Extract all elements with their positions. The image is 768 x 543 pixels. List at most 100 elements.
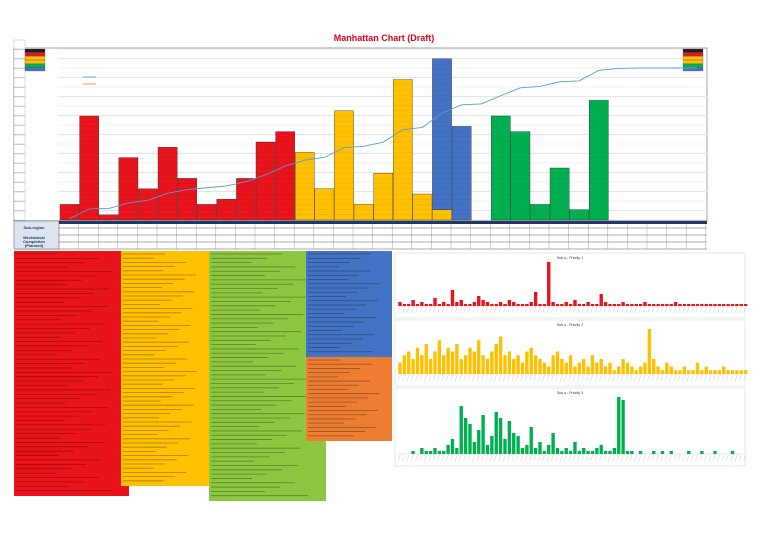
priority-tick (625, 454, 628, 462)
priority-bar (652, 451, 656, 454)
priority-tick (551, 306, 554, 314)
priority-tick (424, 306, 427, 314)
priority-tick (656, 306, 659, 314)
priority-tick (699, 454, 703, 462)
axis-cell (13, 77, 26, 88)
axis-cell (13, 182, 26, 192)
priority-bar (630, 304, 634, 306)
priority-bar (568, 451, 573, 454)
priority-tick (551, 454, 554, 462)
priority-tick (463, 374, 466, 382)
priority-bar (485, 445, 490, 454)
priority-tick (704, 306, 707, 314)
priority-bar (660, 451, 665, 454)
priority-tick (586, 306, 589, 314)
priority-tick (590, 374, 593, 382)
priority-tick (643, 454, 646, 462)
priority-tick (450, 454, 453, 462)
priority-bar (424, 451, 428, 454)
priority-bar (647, 329, 652, 374)
priority-tick (441, 306, 445, 314)
priority-bar (494, 412, 498, 454)
priority-bar (599, 359, 603, 374)
priority-bar (590, 451, 595, 454)
priority-bar (442, 451, 446, 454)
priority-bar (542, 362, 547, 374)
priority-bar (743, 370, 748, 374)
priority-tick (726, 454, 729, 462)
priority-tick (608, 454, 611, 462)
priority-tick (533, 454, 536, 462)
priority-bar (660, 370, 665, 374)
priority-tick (489, 306, 493, 314)
priority-bar (687, 370, 691, 374)
priority-bar (590, 355, 595, 374)
priority-tick (708, 306, 711, 314)
priority-bar (446, 304, 450, 306)
priority-tick (629, 374, 633, 382)
priority-tick (489, 454, 493, 462)
priority-bar (450, 290, 455, 306)
bar-orange-14 (314, 188, 335, 221)
priority-bar (713, 304, 717, 306)
priority-bar (704, 304, 708, 306)
legend-swatch (24, 59, 46, 64)
bar-red-9 (216, 198, 237, 221)
priority-tick (463, 454, 466, 462)
priority-bar (625, 451, 630, 454)
priority-tick (476, 374, 480, 382)
priority-bar (730, 304, 735, 306)
priority-tick (463, 306, 466, 314)
priority-tick (691, 454, 694, 462)
priority-tick (476, 306, 480, 314)
priority-bar (669, 304, 673, 306)
priority-tick (721, 454, 725, 462)
priority-bar (424, 344, 428, 374)
priority-bar (577, 304, 582, 306)
priority-tick (559, 454, 563, 462)
priority-tick (739, 454, 742, 462)
priority-bar (455, 344, 459, 374)
priority-tick (398, 306, 401, 314)
priority-bar (586, 302, 590, 306)
priority-bar (568, 304, 573, 306)
priority-bar (638, 366, 643, 374)
priority-tick (590, 454, 593, 462)
priority-bar (420, 448, 424, 454)
priority-bar (463, 304, 468, 306)
priority-bar (512, 433, 516, 454)
priority-bar (407, 304, 411, 306)
bar-orange-16 (353, 204, 374, 221)
priority-bar (599, 445, 603, 454)
priority-tick (546, 374, 550, 382)
legend-swatch (682, 63, 704, 68)
priority-tick (568, 374, 571, 382)
bar-green-27 (569, 209, 589, 221)
mechanical-label: Mechanical Completion (Planned) (23, 235, 45, 248)
priority-bar (507, 300, 512, 306)
priority-bar (656, 304, 660, 306)
priority-bar (560, 359, 564, 374)
priority-tick (717, 306, 720, 314)
bar-orange-19 (412, 193, 433, 221)
priority-bar (490, 304, 494, 306)
priority-tick (625, 306, 628, 314)
priority-bar (603, 451, 608, 454)
axis-cell (13, 39, 26, 50)
priority-bar (411, 359, 415, 374)
priority-bar (739, 304, 743, 306)
priority-tick (468, 454, 471, 462)
priority-tick (450, 306, 453, 314)
priority-bar (450, 439, 455, 454)
priority-bar (428, 359, 433, 374)
legend-swatch (24, 67, 46, 72)
axis-cell (13, 210, 26, 221)
priority-tick (564, 374, 567, 382)
priority-bar (542, 451, 547, 454)
priority-tick (533, 374, 536, 382)
priority-bar (533, 292, 538, 306)
priority-tick (424, 454, 427, 462)
priority-tick (581, 306, 585, 314)
priority-bar (437, 340, 442, 374)
priority-bar (726, 370, 730, 374)
